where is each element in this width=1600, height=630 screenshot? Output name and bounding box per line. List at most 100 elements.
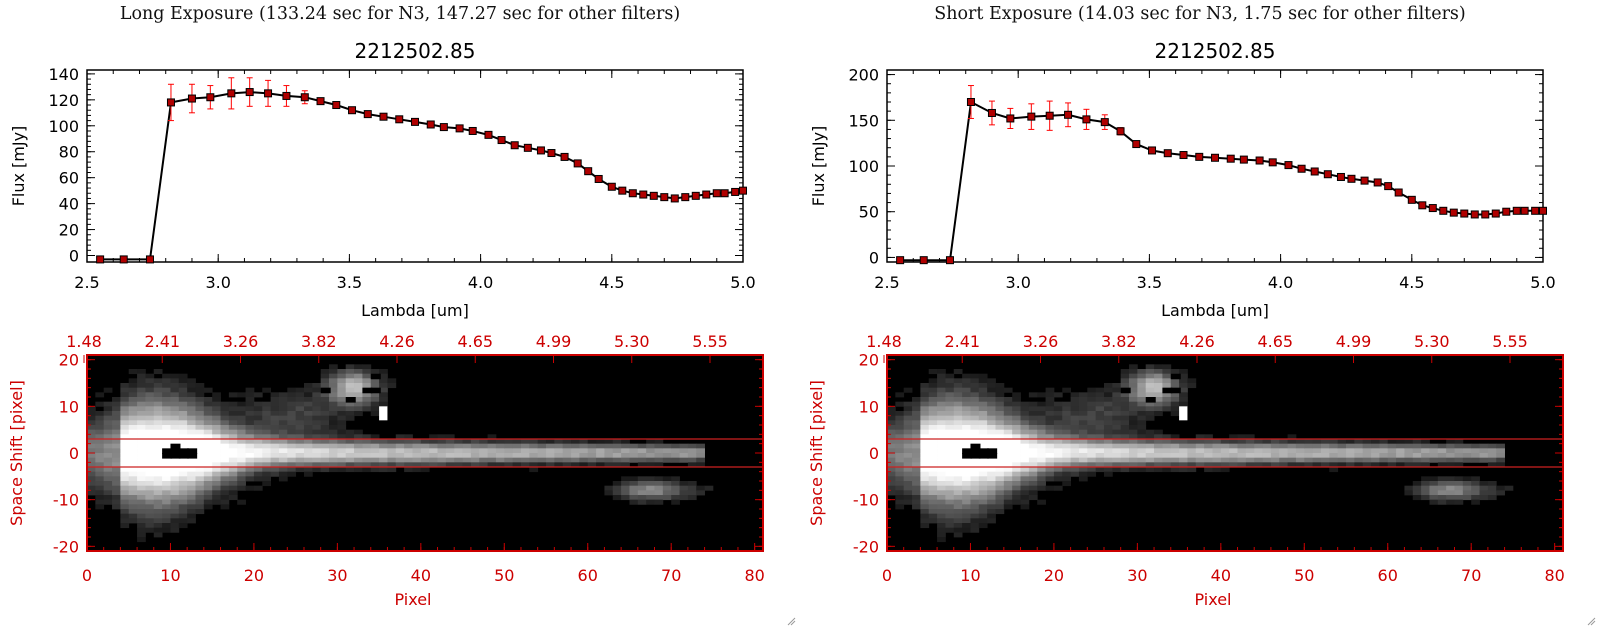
heatmap-cell	[1028, 495, 1038, 501]
heatmap-cell	[579, 462, 589, 468]
heatmap-cell	[1446, 453, 1455, 459]
heatmap-cell	[687, 462, 697, 468]
y-tick-label: 10	[59, 397, 79, 416]
heatmap-cell	[145, 425, 155, 431]
data-point	[607, 182, 616, 191]
data-point	[1284, 161, 1293, 170]
heatmap-cell	[679, 490, 689, 496]
heatmap-cell	[245, 429, 255, 435]
data-point	[731, 187, 740, 196]
heatmap-cell	[1087, 453, 1097, 459]
heatmap-cell	[612, 439, 622, 445]
heatmap-cell	[937, 448, 946, 454]
heatmap-cell	[303, 429, 313, 435]
data-point	[1418, 201, 1427, 210]
heatmap-cell	[1078, 462, 1088, 468]
top-axis-label: 2.41	[944, 332, 980, 351]
heatmap-cell	[1454, 476, 1464, 482]
heatmap-cell	[604, 457, 614, 463]
heatmap-cell	[220, 490, 230, 496]
heatmap-cell	[1437, 485, 1447, 491]
heatmap-cell	[953, 401, 963, 407]
heatmap-cell	[1421, 490, 1430, 496]
heatmap-cell	[228, 495, 238, 501]
heatmap-cell	[1045, 485, 1055, 491]
heatmap-cell	[912, 429, 921, 435]
heatmap-cell	[153, 443, 163, 449]
heatmap-cell	[128, 457, 138, 463]
heatmap-cell	[429, 443, 438, 449]
heatmap-cell	[128, 518, 138, 524]
heatmap-cell	[162, 523, 171, 529]
heatmap-cell	[1020, 448, 1030, 454]
heatmap-cell	[1471, 476, 1480, 482]
heatmap-cell	[345, 378, 355, 384]
heatmap-cell	[1129, 364, 1138, 370]
heatmap-cell	[1037, 462, 1046, 468]
heatmap-cell	[1145, 383, 1155, 389]
heatmap-cell	[671, 499, 680, 505]
heatmap-cell	[629, 495, 639, 501]
heatmap-cell	[162, 406, 171, 412]
heatmap-cell	[1204, 448, 1213, 454]
data-point	[1064, 110, 1073, 119]
heatmap-cell	[1145, 415, 1155, 421]
heatmap-cell	[1154, 387, 1163, 393]
heatmap-cell	[303, 406, 313, 412]
heatmap-cell	[604, 448, 614, 454]
heatmap-cell	[937, 425, 946, 431]
heatmap-cell	[1154, 429, 1163, 435]
heatmap-cell	[1053, 443, 1063, 449]
heatmap-cell	[312, 425, 322, 431]
heatmap-cell	[262, 453, 272, 459]
x-tick-label: 3.0	[1005, 273, 1030, 292]
heatmap-cell	[1479, 453, 1489, 459]
heatmap-cell	[303, 462, 313, 468]
heatmap-cell	[370, 378, 380, 384]
resize-grip-icon[interactable]	[1586, 616, 1596, 626]
heatmap-cell	[145, 392, 155, 398]
heatmap-cell	[203, 504, 213, 510]
heatmap-cell	[170, 509, 180, 515]
heatmap-cell	[137, 471, 146, 477]
heatmap-cell	[1312, 448, 1322, 454]
data-point	[1163, 149, 1172, 158]
heatmap-cell	[1012, 462, 1021, 468]
heatmap-cell	[245, 401, 255, 407]
heatmap-cell	[953, 509, 963, 515]
heatmap-cell	[103, 457, 113, 463]
heatmap-cell	[945, 401, 955, 407]
heatmap-cell	[237, 448, 246, 454]
heatmap-cell	[295, 406, 305, 412]
hot-pixel	[1179, 406, 1188, 421]
heatmap-cell	[103, 471, 113, 477]
heatmap-cell	[1179, 369, 1188, 375]
heatmap-cell	[687, 495, 697, 501]
heatmap-cell	[1112, 415, 1122, 421]
heatmap-cell	[1295, 448, 1305, 454]
heatmap-cell	[87, 453, 96, 459]
heatmap-cell	[945, 373, 955, 379]
heatmap-cell	[504, 448, 514, 454]
y-tick-label: 10	[859, 397, 879, 416]
heatmap-cell	[1145, 448, 1155, 454]
y-tick-label: -10	[853, 491, 879, 510]
heatmap-cell	[262, 429, 272, 435]
heatmap-cell	[479, 462, 488, 468]
heatmap-cell	[912, 443, 921, 449]
heatmap-cell	[1404, 443, 1414, 449]
heatmap-cell	[387, 467, 397, 473]
heatmap-cell	[345, 415, 355, 421]
heatmap-cell	[504, 443, 514, 449]
heatmap-cell	[937, 397, 946, 403]
heatmap-cell	[137, 425, 146, 431]
heatmap-cell	[253, 411, 263, 417]
heatmap-cell	[245, 453, 255, 459]
heatmap-cell	[1078, 425, 1088, 431]
heatmap-cell	[953, 369, 963, 375]
heatmap-cell	[354, 467, 363, 473]
heatmap-cell	[162, 509, 171, 515]
heatmap-cell	[303, 387, 313, 393]
heatmap-cell	[895, 453, 905, 459]
resize-grip-icon[interactable]	[786, 616, 796, 626]
